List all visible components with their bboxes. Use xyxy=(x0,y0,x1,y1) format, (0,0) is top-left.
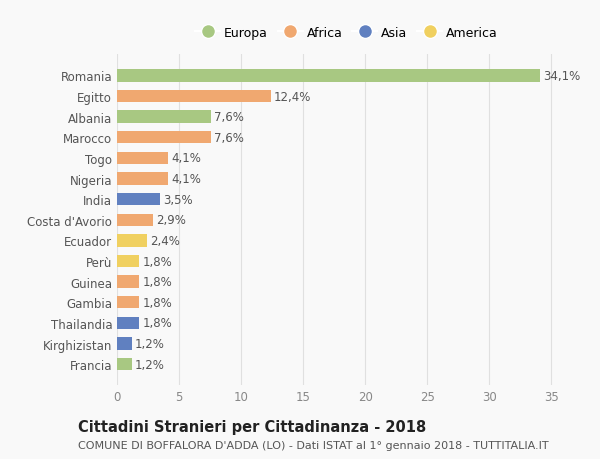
Text: Cittadini Stranieri per Cittadinanza - 2018: Cittadini Stranieri per Cittadinanza - 2… xyxy=(78,419,426,434)
Bar xyxy=(117,338,132,350)
Text: 4,1%: 4,1% xyxy=(171,152,201,165)
Text: 2,4%: 2,4% xyxy=(150,235,180,247)
Text: 7,6%: 7,6% xyxy=(214,111,244,124)
Bar xyxy=(117,152,168,165)
Bar xyxy=(117,317,139,330)
Bar xyxy=(117,70,540,83)
Text: 3,5%: 3,5% xyxy=(164,193,193,206)
Bar xyxy=(117,132,211,144)
Text: 1,8%: 1,8% xyxy=(142,317,172,330)
Bar xyxy=(117,358,132,370)
Text: 1,8%: 1,8% xyxy=(142,296,172,309)
Text: 1,8%: 1,8% xyxy=(142,275,172,289)
Text: COMUNE DI BOFFALORA D'ADDA (LO) - Dati ISTAT al 1° gennaio 2018 - TUTTITALIA.IT: COMUNE DI BOFFALORA D'ADDA (LO) - Dati I… xyxy=(78,440,548,450)
Bar xyxy=(117,235,147,247)
Bar xyxy=(117,297,139,309)
Text: 4,1%: 4,1% xyxy=(171,173,201,185)
Text: 2,9%: 2,9% xyxy=(156,214,186,227)
Bar xyxy=(117,214,153,226)
Bar xyxy=(117,194,160,206)
Text: 34,1%: 34,1% xyxy=(543,70,580,83)
Text: 12,4%: 12,4% xyxy=(274,90,311,103)
Legend: Europa, Africa, Asia, America: Europa, Africa, Asia, America xyxy=(190,22,503,45)
Text: 1,2%: 1,2% xyxy=(135,337,165,350)
Text: 7,6%: 7,6% xyxy=(214,132,244,145)
Bar xyxy=(117,255,139,268)
Text: 1,8%: 1,8% xyxy=(142,255,172,268)
Bar xyxy=(117,91,271,103)
Bar xyxy=(117,173,168,185)
Bar xyxy=(117,276,139,288)
Bar xyxy=(117,111,211,123)
Text: 1,2%: 1,2% xyxy=(135,358,165,371)
